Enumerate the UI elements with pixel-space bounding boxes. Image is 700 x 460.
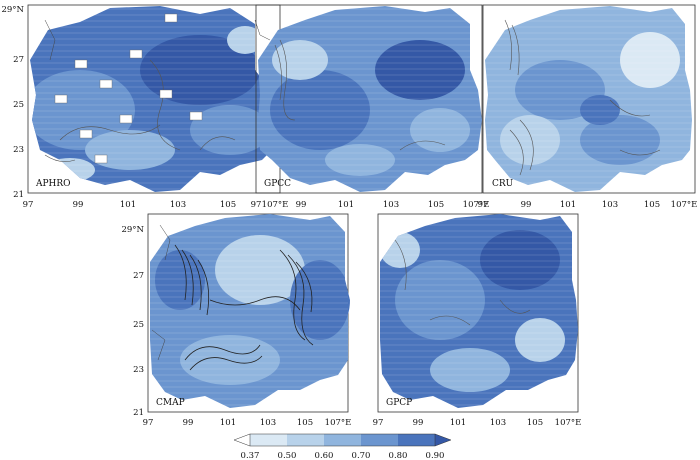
lon-tick: 103 (260, 418, 276, 428)
lat-tick: 23 (13, 145, 24, 155)
lon-tick: 97 (23, 200, 34, 210)
lon-tick: 107°E (671, 200, 698, 210)
colorbar-label: 0.60 (315, 451, 334, 460)
lat-tick: 21 (13, 190, 24, 200)
panel-frame (377, 213, 579, 413)
colorbar-cell (361, 434, 398, 446)
lon-tick: 101 (560, 200, 576, 210)
panel-label: GPCC (264, 179, 291, 189)
lon-tick: 99 (73, 200, 84, 210)
correlation-field (485, 6, 692, 192)
contour-lines (174, 244, 314, 371)
lon-tick: 105 (644, 200, 660, 210)
lat-tick: 27 (133, 271, 144, 281)
lon-tick: 99 (413, 418, 424, 428)
lon-tick: 103 (383, 200, 399, 210)
lon-tick: 103 (602, 200, 618, 210)
lon-tick: 97 (251, 200, 262, 210)
colorbar-label: 0.80 (389, 451, 408, 460)
lat-axis: 29°N 27 25 23 21 (121, 225, 144, 418)
lon-tick: 105 (220, 200, 236, 210)
lat-tick: 25 (13, 100, 24, 110)
panel-label: APHRO (35, 179, 71, 189)
colorbar-cell (435, 434, 451, 446)
panel-aphro: APHRO 29°N 27 25 23 21 97 99 101 103 105… (1, 4, 289, 210)
lon-tick: 97 (478, 200, 489, 210)
lat-tick: 25 (133, 320, 144, 330)
colorbar-cell (287, 434, 324, 446)
lat-tick: 29°N (1, 5, 24, 15)
lon-tick: 107°E (463, 200, 490, 210)
colorbar-label: 0.70 (352, 451, 371, 460)
lon-tick: 107°E (262, 200, 289, 210)
lat-tick: 21 (133, 408, 144, 418)
panel-label: GPCP (386, 398, 412, 408)
contour-lines (504, 19, 661, 176)
colorbar-cell (250, 434, 287, 446)
lon-tick: 101 (220, 418, 236, 428)
lon-axis: 97 99 101 103 105 107°E (251, 200, 490, 210)
panel-gpcc: GPCC 97 99 101 103 105 107°E (251, 4, 490, 210)
correlation-field (380, 214, 578, 408)
panel-gpcp: GPCP 97 99 101 103 105 107°E (373, 213, 582, 428)
lon-tick: 103 (170, 200, 186, 210)
lon-axis: 97 99 101 103 105 107°E (373, 418, 582, 428)
lon-tick: 101 (450, 418, 466, 428)
lat-tick: 23 (133, 365, 144, 375)
colorbar-label: 0.50 (278, 451, 297, 460)
lon-tick: 103 (490, 418, 506, 428)
lat-axis: 29°N 27 25 23 21 (1, 5, 24, 200)
contour-lines (394, 239, 531, 326)
station-labels (54, 13, 203, 164)
colorbar-cell (324, 434, 361, 446)
lon-tick: 97 (373, 418, 384, 428)
panel-frame (482, 4, 696, 194)
colorbar-label: 0.37 (241, 451, 260, 460)
panel-label: CMAP (156, 398, 185, 408)
river-lines (44, 19, 271, 61)
lon-axis: 97 99 101 103 105 107°E (143, 418, 352, 428)
colorbar: 0.37 0.50 0.60 0.70 0.80 0.90 (233, 433, 452, 460)
lon-tick: 105 (527, 418, 543, 428)
lat-tick: 29°N (121, 225, 144, 235)
river-lines (151, 224, 171, 361)
contour-lines (274, 39, 446, 151)
colorbar-cell (398, 434, 435, 446)
lon-tick: 101 (120, 200, 136, 210)
correlation-field (150, 214, 350, 408)
lon-axis: 97 99 101 103 105 107°E (478, 200, 698, 210)
contour-lines (44, 59, 236, 162)
lon-tick: 99 (183, 418, 194, 428)
panel-cmap: CMAP 29°N 27 25 23 21 97 99 101 103 105 … (121, 213, 352, 428)
lon-tick: 99 (521, 200, 532, 210)
lon-tick: 107°E (555, 418, 582, 428)
panel-label: CRU (492, 179, 514, 189)
colorbar-label: 0.90 (426, 451, 445, 460)
panel-cru: CRU 97 99 101 103 105 107°E (478, 4, 698, 210)
lon-tick: 105 (297, 418, 313, 428)
correlation-field (258, 6, 482, 192)
lon-tick: 107°E (325, 418, 352, 428)
colorbar-cell (234, 434, 250, 446)
lat-tick: 27 (13, 55, 24, 65)
lon-tick: 97 (143, 418, 154, 428)
panel-frame (255, 4, 483, 194)
lon-tick: 105 (428, 200, 444, 210)
lon-axis: 97 99 101 103 105 107°E (23, 200, 289, 210)
lon-tick: 101 (338, 200, 354, 210)
lon-tick: 99 (296, 200, 307, 210)
